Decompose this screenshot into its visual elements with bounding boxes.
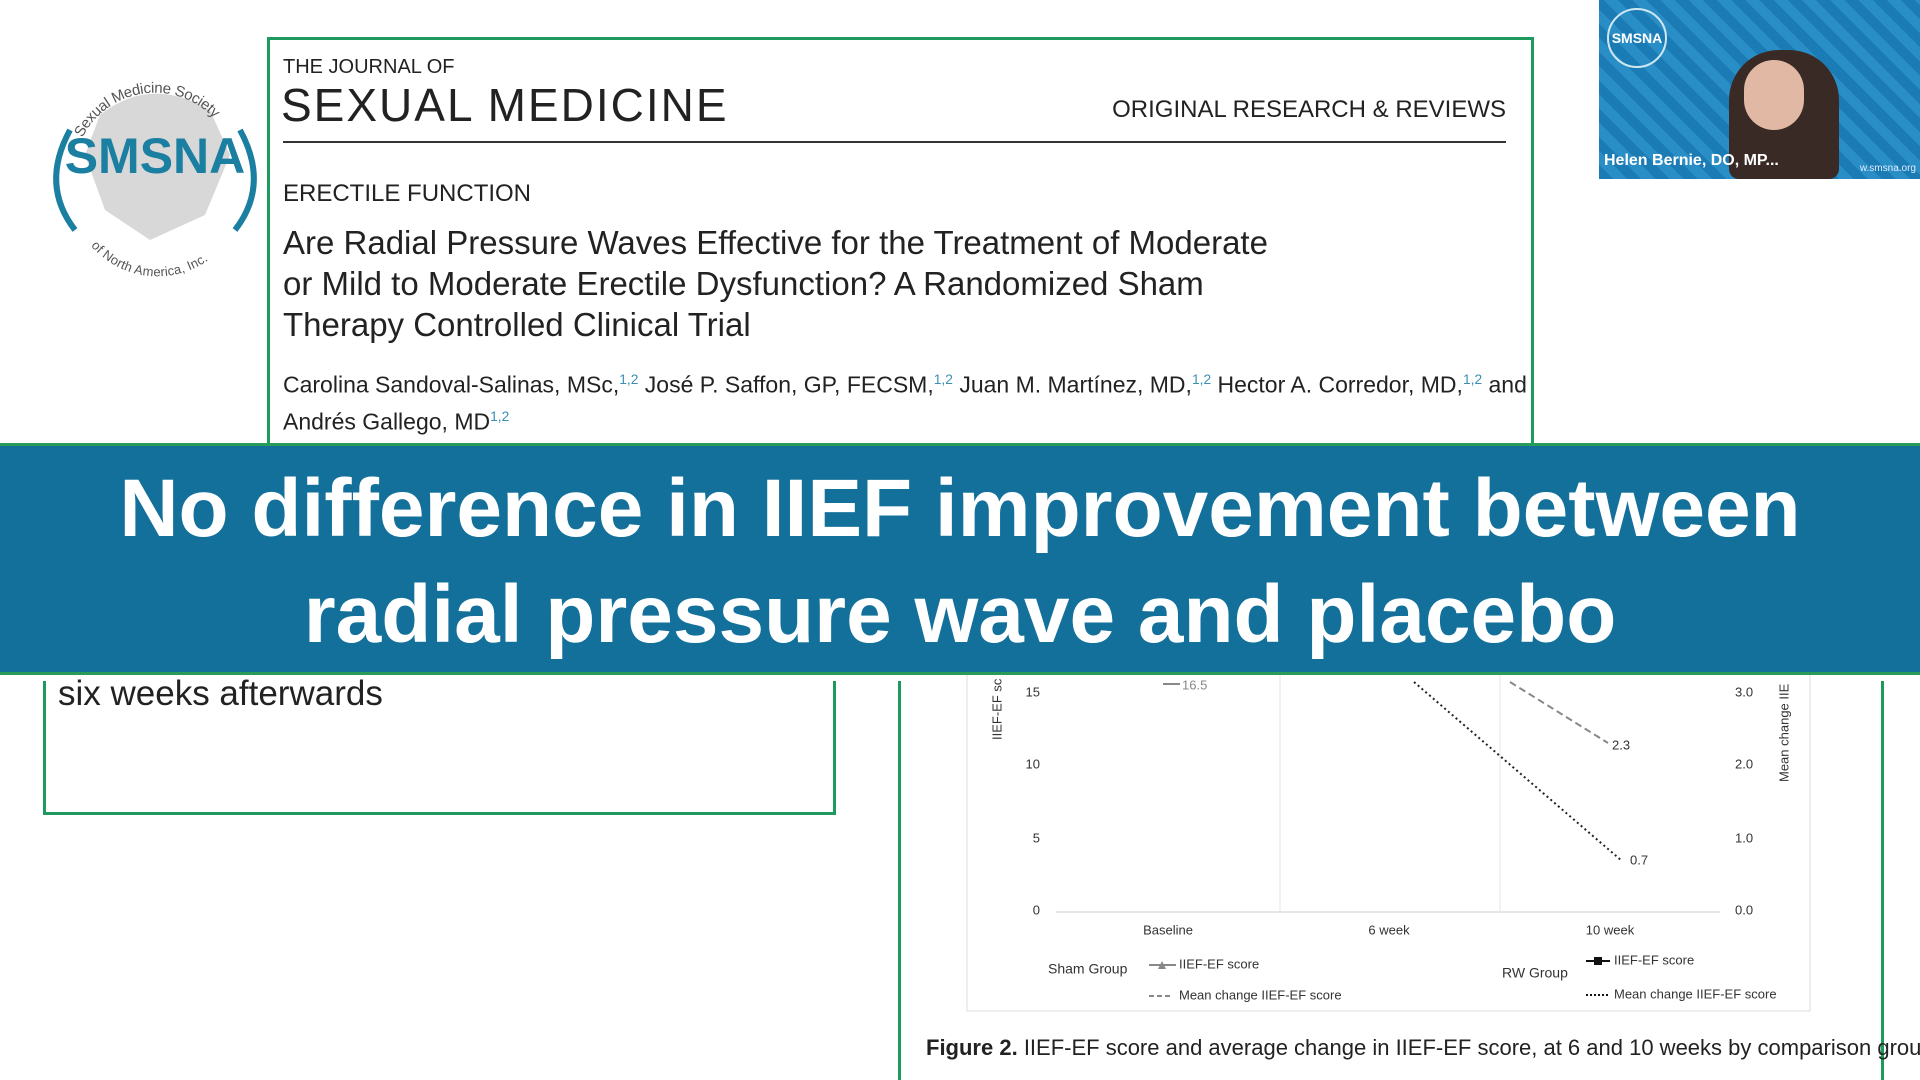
data-label: 0.7 — [1630, 852, 1648, 867]
x-tick-label: Baseline — [1143, 922, 1193, 937]
y-tick-label: 5 — [1033, 830, 1040, 845]
caption-label: Figure 2. — [926, 1035, 1018, 1060]
journal-name: SEXUAL MEDICINE — [281, 79, 729, 131]
journal-section: ORIGINAL RESEARCH & REVIEWS — [1112, 96, 1506, 123]
legend-label: IIEF-EF score — [1614, 952, 1694, 967]
participant-name: Helen Bernie, DO, MP... — [1604, 152, 1779, 169]
box-text: six weeks afterwards — [58, 674, 383, 713]
figure-caption: Figure 2. IIEF-EF score and average chan… — [926, 1035, 1920, 1061]
site-url: w.smsna.org — [1859, 163, 1916, 174]
article-category: ERECTILE FUNCTION — [283, 180, 532, 207]
author: Andrés Gallego, MD — [283, 408, 491, 435]
affiliation: 1,2 — [1462, 372, 1483, 387]
x-tick-label: 10 week — [1586, 922, 1635, 937]
data-label: 2.3 — [1612, 737, 1630, 752]
legend-label: Mean change IIEF-EF score — [1179, 987, 1342, 1002]
y-axis-label: IIEF-EF sc — [989, 678, 1004, 740]
text-box — [43, 681, 836, 815]
title-line: or Mild to Moderate Erectile Dysfunction… — [283, 265, 1204, 302]
caption-text: IIEF-EF score and average change in IIEF… — [1023, 1035, 1920, 1060]
logo-name: SMSNA — [65, 128, 246, 184]
y2-axis-label: Mean change IIE — [1776, 683, 1791, 782]
article-title: Are Radial Pressure Waves Effective for … — [283, 222, 1268, 345]
y2-tick-label: 0.0 — [1735, 902, 1753, 917]
author-conjunction: and — [1488, 371, 1527, 398]
legend-label: Mean change IIEF-EF score — [1614, 986, 1777, 1001]
legend-group: RW Group — [1502, 965, 1568, 981]
video-logo: SMSNA — [1607, 8, 1667, 68]
y2-tick-label: 2.0 — [1735, 756, 1753, 771]
banner-line: No difference in IIEF improvement betwee… — [119, 463, 1801, 554]
journal-frame — [267, 37, 1534, 460]
sham-mean-line — [1509, 681, 1609, 744]
affiliation: 1,2 — [933, 372, 953, 387]
authors: Carolina Sandoval-Salinas, MSc,1,2 José … — [283, 364, 1527, 437]
smsna-logo: Sexual Medicine Society of North America… — [53, 80, 257, 280]
y-tick-label: 10 — [1026, 756, 1040, 771]
data-label: 16.5 — [1182, 677, 1207, 692]
legend-group: Sham Group — [1048, 961, 1128, 977]
rw-mean-line — [1413, 681, 1623, 862]
figure-frame — [898, 681, 1884, 1080]
title-line: Therapy Controlled Clinical Trial — [283, 306, 751, 343]
author: Carolina Sandoval-Salinas, MSc, — [283, 371, 620, 398]
legend-marker — [1594, 957, 1602, 965]
y2-tick-label: 3.0 — [1735, 684, 1753, 699]
journal-prefix: THE JOURNAL OF — [283, 56, 455, 78]
y-tick-label: 0 — [1033, 902, 1040, 917]
affiliation: 1,2 — [490, 408, 510, 424]
header-rule — [283, 141, 1506, 143]
legend-label: IIEF-EF score — [1179, 956, 1259, 971]
participant-face — [1744, 60, 1804, 130]
y2-tick-label: 1.0 — [1735, 830, 1753, 845]
affiliation: 1,2 — [1191, 372, 1212, 387]
banner-line: radial pressure wave and placebo — [303, 569, 1617, 660]
author: José P. Saffon, GP, FECSM, — [644, 371, 934, 398]
author: Juan M. Martínez, MD, — [959, 371, 1192, 398]
x-tick-label: 6 week — [1368, 922, 1410, 937]
caption-banner: No difference in IIEF improvement betwee… — [0, 443, 1920, 675]
affiliation: 1,2 — [619, 372, 639, 387]
legend-marker — [1158, 961, 1166, 969]
title-line: Are Radial Pressure Waves Effective for … — [283, 224, 1268, 261]
author: Hector A. Corredor, MD, — [1217, 371, 1463, 398]
video-tile[interactable]: SMSNA Helen Bernie, DO, MP... w.smsna.or… — [1599, 0, 1920, 179]
y-tick-label: 15 — [1026, 684, 1040, 699]
